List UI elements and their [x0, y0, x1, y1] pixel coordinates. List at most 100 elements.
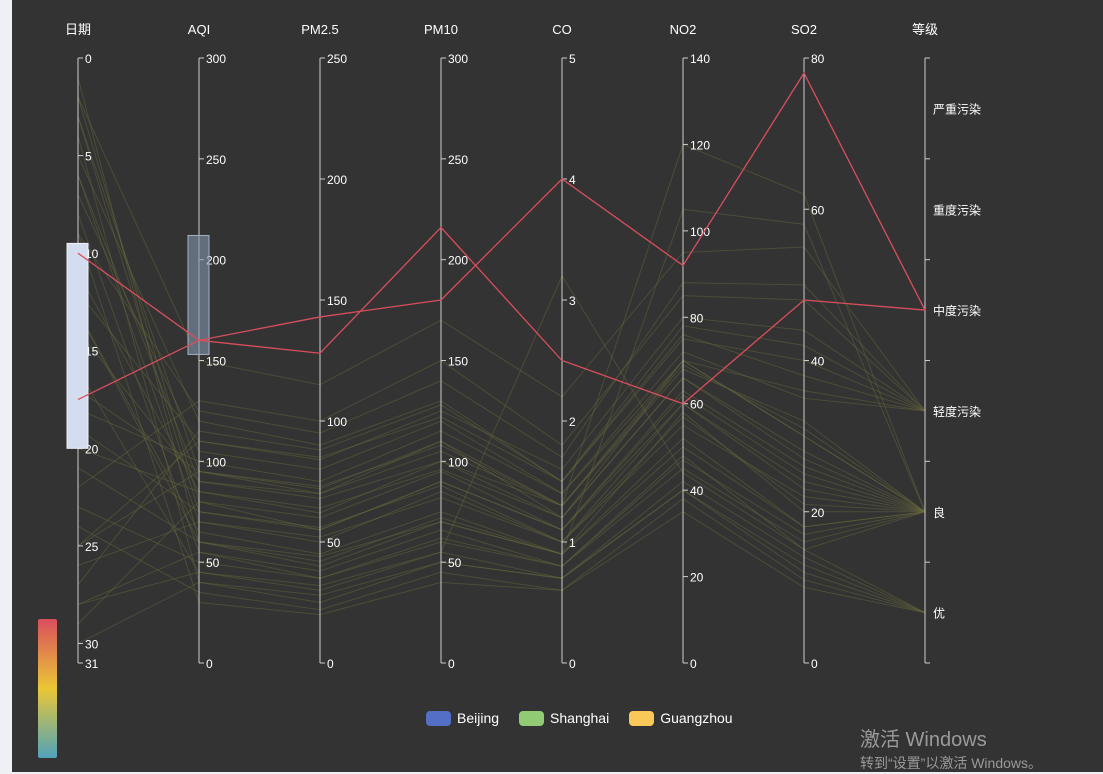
axis-tick-label: 0 — [569, 657, 576, 671]
highlighted-lines — [77, 71, 926, 405]
axis-title: CO — [552, 22, 572, 37]
axis-4: CO 0 1 2 3 4 5 — [552, 22, 576, 671]
axis-tick-label: 优 — [933, 607, 945, 621]
data-line — [77, 96, 926, 412]
data-line — [77, 359, 926, 495]
axis-tick-label: 200 — [448, 254, 468, 268]
axis-tick-label: 31 — [85, 657, 99, 671]
data-line — [77, 377, 926, 519]
data-line — [77, 295, 926, 488]
data-line — [77, 143, 926, 512]
data-line — [77, 467, 926, 579]
axis-tick-label: 300 — [206, 52, 226, 66]
data-line — [77, 208, 926, 558]
axis-tick-label: 4 — [569, 173, 576, 187]
legend-swatch-shanghai — [519, 710, 545, 726]
axis-tick-label: 150 — [448, 355, 468, 369]
axis-tick-label: 200 — [327, 173, 347, 187]
axis-tick-label: 重度污染 — [933, 202, 981, 217]
axis-tick-label: 60 — [690, 398, 704, 412]
axis-tick-label: 250 — [206, 153, 226, 167]
data-line — [77, 272, 926, 519]
data-line — [77, 213, 926, 579]
axis-tick-label: 严重污染 — [933, 101, 981, 116]
axis-tick-label: 250 — [327, 52, 347, 66]
parallel-chart[interactable]: 日期05101520253031AQI050100150200250300PM2… — [12, 0, 1103, 772]
highlighted-line[interactable] — [77, 226, 926, 405]
data-line — [77, 498, 926, 614]
axis-tick-label: 中度污染 — [933, 303, 981, 318]
axis-7: 等级优 良 轻度污染 中度污染 重度污染 严重污染 — [912, 22, 981, 664]
data-line — [77, 359, 926, 547]
axis-tick-label: 3 — [569, 294, 576, 308]
axis-tick-label: 5 — [569, 52, 576, 66]
axis-tick-label: 140 — [690, 52, 710, 66]
axis-title: PM10 — [424, 22, 458, 37]
axis-tick-label: 100 — [327, 415, 347, 429]
axis-tick-label: 50 — [448, 556, 462, 570]
data-line — [77, 174, 926, 543]
axis-tick-label: 250 — [448, 153, 468, 167]
axis-tick-label: 轻度污染 — [933, 404, 981, 419]
data-line — [77, 135, 926, 614]
axis-tick-label: 30 — [85, 637, 99, 651]
axis-2: PM2.5 0 50 100 150 200 250 — [301, 22, 347, 671]
data-line — [77, 333, 926, 547]
axis-tick-label: 0 — [85, 52, 92, 66]
axis-tick-label: 0 — [206, 657, 213, 671]
axis-brush-0[interactable] — [66, 242, 89, 449]
axis-tick-label: 50 — [327, 536, 341, 550]
legend-item-beijing[interactable]: Beijing — [426, 710, 499, 726]
data-line — [77, 311, 925, 555]
data-line — [77, 96, 926, 531]
legend-swatch-beijing — [426, 710, 451, 726]
legend-label: Guangzhou — [660, 710, 733, 726]
data-line — [77, 364, 926, 513]
axis-tick-label: 60 — [811, 203, 825, 217]
legend-item-shanghai[interactable]: Shanghai — [519, 710, 609, 726]
data-line — [77, 403, 926, 531]
chart-panel: 日期 0 5 10 15 20 25 30 31 AQI 0 50 100 150 200 250 300 PM2… — [12, 0, 1103, 772]
axis-tick-label: 300 — [448, 52, 468, 66]
data-line — [77, 330, 926, 513]
axis-tick-label: 1 — [569, 536, 576, 550]
axis-tick-label: 0 — [327, 657, 334, 671]
axis-tick-label: 40 — [811, 355, 825, 369]
axis-1: AQI 0 50 100 150 200 250 300 — [187, 22, 226, 671]
data-line — [77, 489, 926, 644]
axis-tick-label: 100 — [206, 455, 226, 469]
background-lines — [77, 77, 926, 644]
data-line — [77, 416, 926, 566]
data-line — [77, 233, 926, 616]
data-line — [77, 390, 926, 625]
legend: Beijing Shanghai Guangzhou — [426, 710, 733, 726]
highlighted-line[interactable] — [77, 71, 926, 342]
data-line — [77, 437, 926, 562]
axis-title: SO2 — [791, 22, 817, 37]
axis-tick-label: 2 — [569, 415, 576, 429]
data-line — [77, 194, 926, 495]
legend-item-guangzhou[interactable]: Guangzhou — [629, 710, 733, 726]
axis-tick-label: 150 — [327, 294, 347, 308]
data-line — [77, 325, 926, 586]
legend-swatch-guangzhou — [629, 710, 655, 726]
data-line — [77, 116, 926, 543]
axis-tick-label: 20 — [811, 506, 825, 520]
axis-tick-label: 5 — [85, 150, 92, 164]
axis-tick-label: 40 — [690, 484, 704, 498]
axis-5: NO2 0 20 40 60 80 100 120 140 — [670, 22, 711, 671]
axis-tick-label: 0 — [690, 657, 697, 671]
axis-tick-label: 200 — [206, 254, 226, 268]
data-line — [77, 291, 926, 471]
axis-tick-label: 150 — [206, 355, 226, 369]
axis-title: 日期 — [65, 22, 91, 37]
axis-tick-label: 120 — [690, 138, 710, 152]
visualmap-bar[interactable] — [38, 619, 57, 758]
axis-title: NO2 — [670, 22, 697, 37]
legend-label: Shanghai — [550, 710, 610, 726]
axis-tick-label: 良 — [933, 505, 945, 520]
data-line — [77, 370, 926, 614]
axis-tick-label: 100 — [690, 225, 710, 239]
axis-brush-1[interactable] — [187, 234, 210, 355]
